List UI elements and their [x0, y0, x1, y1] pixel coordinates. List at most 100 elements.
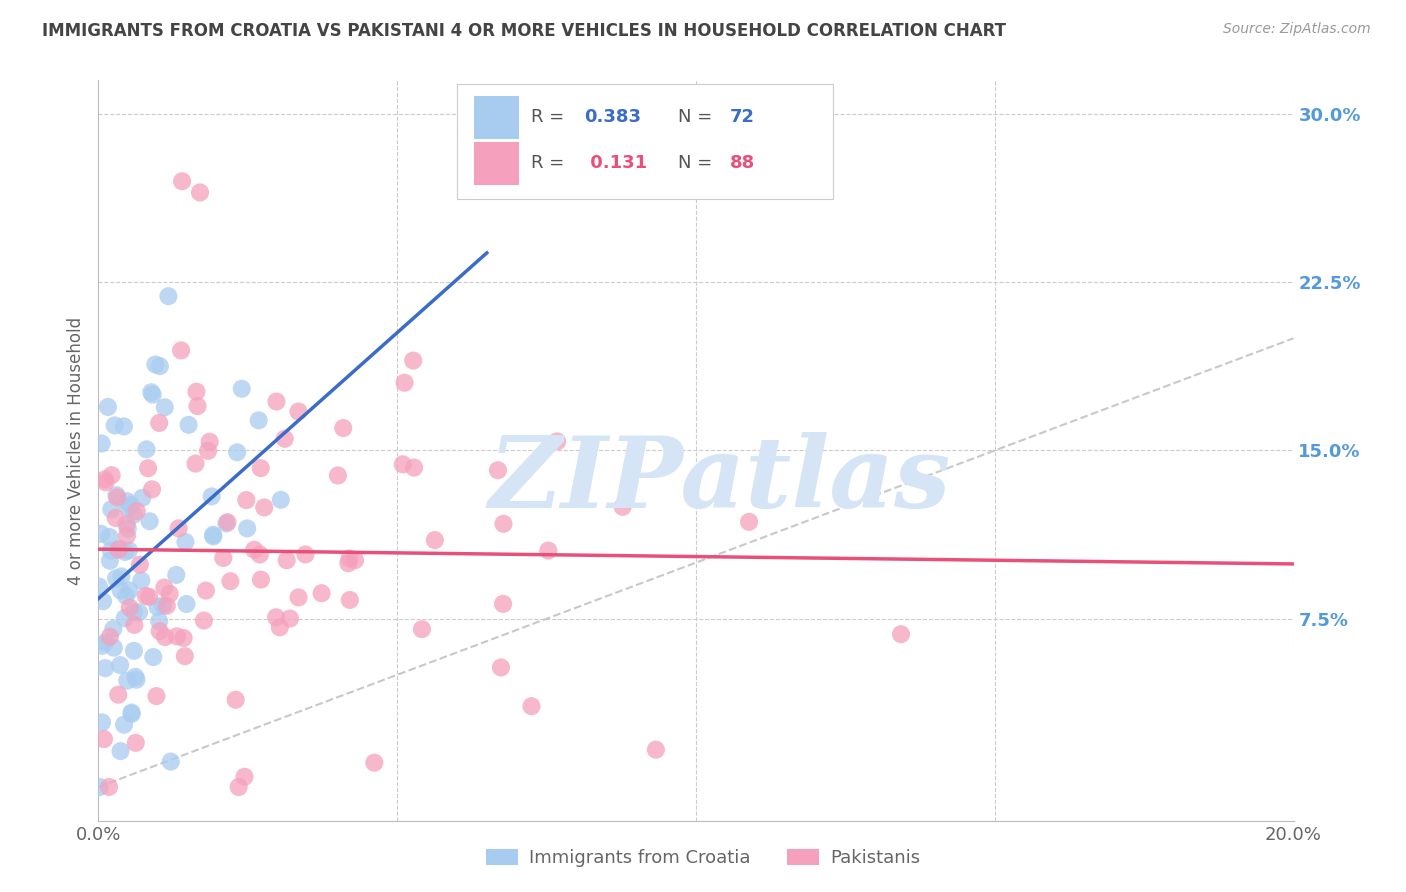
Point [89, 780, 111, 794]
Point [138, 514, 160, 528]
Point [492, 597, 515, 611]
Point [114, 545, 136, 559]
Point [270, 492, 292, 507]
Point [98, 780, 121, 794]
Point [125, 736, 148, 750]
Bar [474, 95, 519, 139]
Point [117, 673, 139, 688]
Point [98, 554, 121, 568]
Point [135, 442, 157, 457]
Point [236, 521, 259, 535]
Point [159, 755, 181, 769]
Point [411, 622, 433, 636]
Point [148, 416, 170, 430]
Point [363, 756, 385, 770]
Point [492, 516, 515, 531]
Point [339, 593, 361, 607]
Point [152, 599, 174, 613]
Point [225, 692, 247, 706]
Point [136, 461, 159, 475]
Point [105, 571, 128, 585]
Point [644, 742, 666, 756]
Point [269, 620, 291, 634]
Point [202, 528, 225, 542]
Point [115, 529, 138, 543]
Point [138, 590, 160, 604]
Point [172, 174, 194, 188]
Point [153, 630, 176, 644]
Text: R =: R = [531, 108, 564, 127]
Point [219, 574, 242, 589]
Point [243, 542, 266, 557]
Point [90, 436, 112, 450]
Point [153, 401, 176, 415]
Point [273, 432, 295, 446]
Point [103, 640, 125, 655]
Text: 0.131: 0.131 [583, 154, 647, 172]
Point [91, 639, 114, 653]
Point [890, 627, 912, 641]
Point [94, 472, 117, 486]
Point [90, 527, 112, 541]
Point [115, 517, 138, 532]
Point [103, 622, 125, 636]
Point [278, 611, 301, 625]
Point [264, 610, 287, 624]
Point [93, 732, 115, 747]
Point [176, 597, 198, 611]
Point [110, 744, 132, 758]
Point [537, 543, 560, 558]
Point [174, 535, 197, 549]
Point [108, 658, 131, 673]
Point [125, 504, 148, 518]
Point [193, 614, 215, 628]
Text: 88: 88 [730, 154, 755, 172]
Point [149, 624, 172, 639]
Point [145, 689, 167, 703]
Text: R =: R = [531, 154, 564, 172]
Point [112, 717, 135, 731]
Point [128, 605, 150, 619]
Point [110, 569, 132, 583]
Point [121, 706, 143, 721]
Point [167, 521, 190, 535]
Point [118, 543, 141, 558]
Point [394, 376, 416, 390]
Point [326, 468, 349, 483]
Point [148, 614, 170, 628]
Point [146, 599, 169, 614]
Point [104, 511, 127, 525]
Point [173, 631, 195, 645]
Point [115, 494, 138, 508]
Text: 0.383: 0.383 [583, 108, 641, 127]
Point [170, 343, 193, 358]
Point [294, 548, 316, 562]
Point [253, 500, 276, 515]
Point [104, 418, 127, 433]
Point [122, 508, 145, 522]
Point [142, 650, 165, 665]
Point [107, 688, 129, 702]
Point [402, 353, 425, 368]
Point [423, 533, 446, 547]
Point [112, 419, 135, 434]
Point [157, 289, 180, 303]
Point [124, 670, 146, 684]
Point [188, 186, 211, 200]
Point [217, 515, 239, 529]
Point [100, 543, 122, 558]
Bar [474, 142, 519, 185]
Point [122, 644, 145, 658]
Point [173, 649, 195, 664]
Point [194, 583, 217, 598]
Point [197, 443, 219, 458]
Point [486, 463, 509, 477]
Legend: Immigrants from Croatia, Pakistanis: Immigrants from Croatia, Pakistanis [478, 841, 928, 874]
Point [339, 551, 361, 566]
Point [153, 581, 176, 595]
Point [266, 394, 288, 409]
Point [149, 359, 172, 373]
Point [186, 384, 208, 399]
Point [131, 574, 153, 588]
Point [110, 583, 132, 598]
